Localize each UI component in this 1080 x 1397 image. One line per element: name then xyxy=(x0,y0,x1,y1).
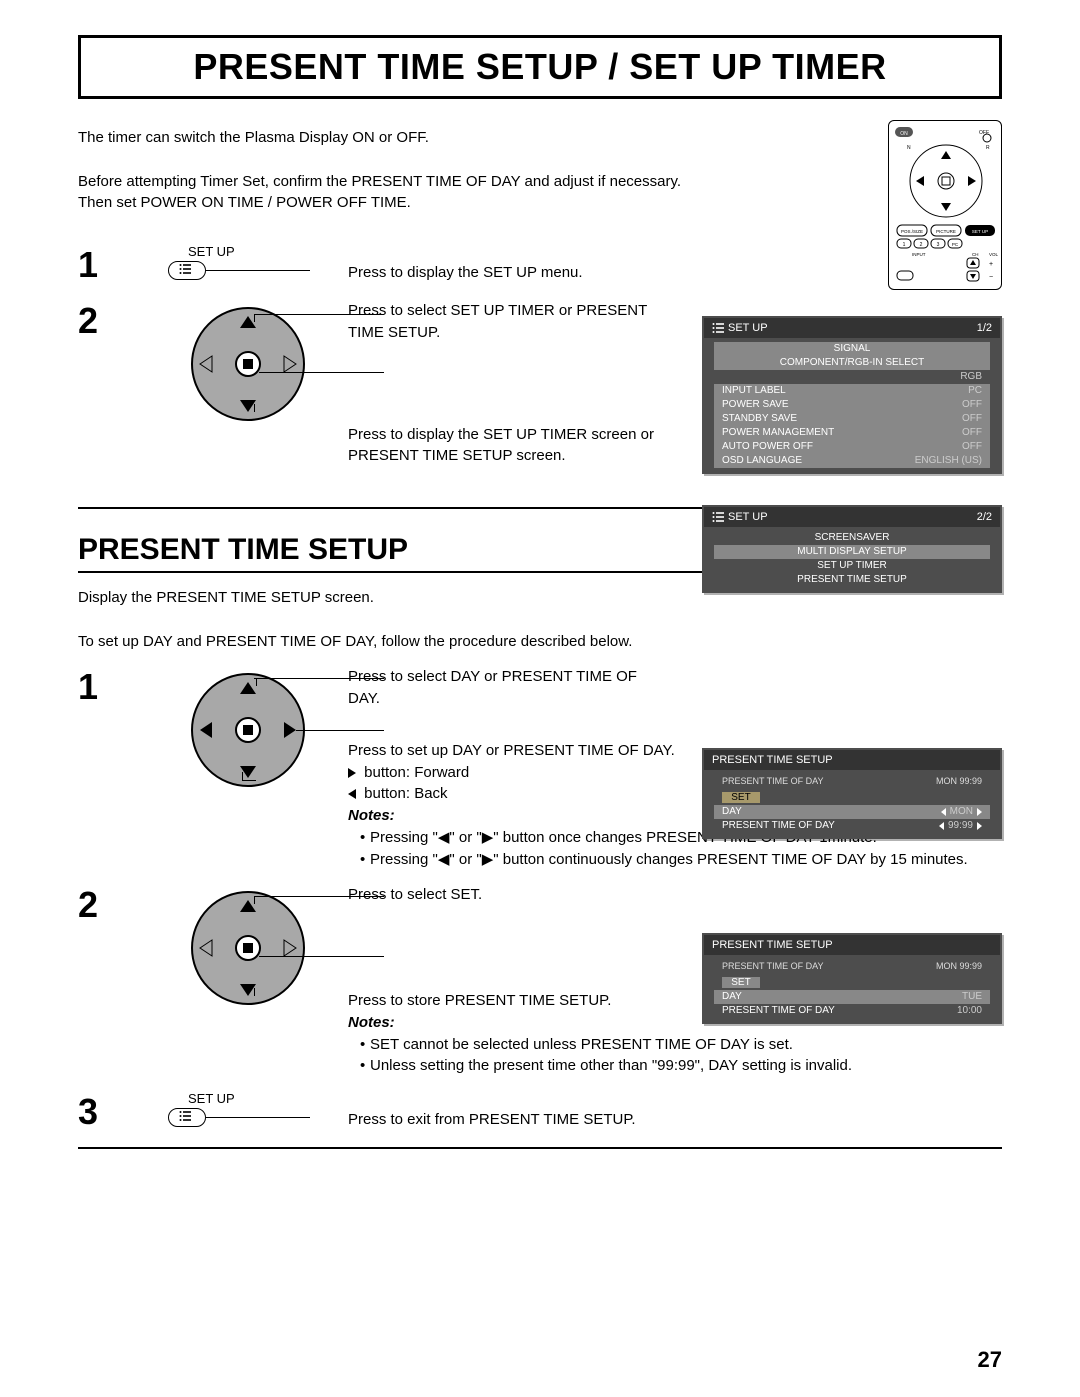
step-1-button-label: SET UP xyxy=(188,244,235,259)
setup-button-icon xyxy=(168,261,206,280)
svg-text:PICTURE: PICTURE xyxy=(936,229,956,234)
osd-row: SIGNAL xyxy=(714,342,990,356)
osd-row: PRESENT TIME OF DAY99:99 xyxy=(704,819,1000,833)
svg-text:SET UP: SET UP xyxy=(972,229,988,234)
osd2-page: 2/2 xyxy=(977,511,992,523)
osd-row: POWER MANAGEMENTOFF xyxy=(714,426,990,440)
svg-text:CH: CH xyxy=(972,252,979,257)
osd4-title: PRESENT TIME SETUP xyxy=(712,939,833,951)
page-number: 27 xyxy=(978,1347,1002,1373)
osd1-page: 1/2 xyxy=(977,322,992,334)
svg-text:−: − xyxy=(989,274,993,281)
step-1: 1 SET UP Press to display the SET UP men… xyxy=(78,244,1002,286)
osd-row: OSD LANGUAGEENGLISH (US) xyxy=(714,454,990,468)
dpad-icon xyxy=(184,300,312,428)
osd-row: POWER SAVEOFF xyxy=(714,398,990,412)
dpad-icon xyxy=(184,884,312,1012)
page-title-box: PRESENT TIME SETUP / SET UP TIMER xyxy=(78,35,1002,99)
osd-row: DAYMON xyxy=(714,805,990,819)
setup-button-icon xyxy=(168,1108,206,1127)
page-title: PRESENT TIME SETUP / SET UP TIMER xyxy=(95,46,985,88)
svg-text:INPUT: INPUT xyxy=(912,252,926,257)
osd-row: AUTO POWER OFFOFF xyxy=(714,440,990,454)
osd-row: DAYTUE xyxy=(714,990,990,1004)
svg-text:3: 3 xyxy=(937,242,940,248)
osd-setup-page-1: SET UP 1/2 SIGNALCOMPONENT/RGB-IN SELECT… xyxy=(702,316,1002,474)
step-2-desc: Press to select SET UP TIMER or PRESENT … xyxy=(348,300,668,467)
divider-bottom xyxy=(78,1147,1002,1149)
svg-text:VOL: VOL xyxy=(989,252,999,257)
osd4-set: SET xyxy=(722,977,760,988)
osd-setup-page-2: SET UP 2/2 SCREENSAVERMULTI DISPLAY SETU… xyxy=(702,505,1002,593)
s2-step3-button-label: SET UP xyxy=(188,1091,235,1106)
svg-text:+: + xyxy=(989,261,993,268)
s2-step3-number: 3 xyxy=(78,1091,148,1133)
osd3-set: SET xyxy=(722,792,760,803)
remote-illustration: ON OFF N R POS./SIZE PICTURE SET UP 1 2 … xyxy=(888,120,1002,290)
s2-step1-number: 1 xyxy=(78,666,148,708)
osd1-title: SET UP xyxy=(728,322,768,334)
s2-step2-number: 2 xyxy=(78,884,148,926)
osd3-title: PRESENT TIME SETUP xyxy=(712,754,833,766)
step-2-number: 2 xyxy=(78,300,148,342)
osd-present-time-2: PRESENT TIME SETUP PRESENT TIME OF DAYMO… xyxy=(702,933,1002,1024)
intro-text: The timer can switch the Plasma Display … xyxy=(78,127,738,214)
forward-arrow-icon xyxy=(348,768,356,778)
osd-row: INPUT LABELPC xyxy=(714,384,990,398)
osd-row: MULTI DISPLAY SETUP xyxy=(714,545,990,559)
s2-step-3: 3 SET UP Press to exit from PRESENT TIME… xyxy=(78,1091,1002,1133)
svg-text:POS./SIZE: POS./SIZE xyxy=(901,229,923,234)
s2-step3-desc: Press to exit from PRESENT TIME SETUP. xyxy=(348,1109,1002,1131)
svg-text:1: 1 xyxy=(903,242,906,248)
back-arrow-icon xyxy=(348,789,356,799)
osd2-title: SET UP xyxy=(728,511,768,523)
svg-text:R: R xyxy=(986,145,990,151)
dpad-icon xyxy=(184,666,312,794)
svg-text:PC: PC xyxy=(952,242,959,247)
osd-row: RGB xyxy=(704,370,1000,384)
svg-text:N: N xyxy=(907,145,911,151)
section2-intro: Display the PRESENT TIME SETUP screen. T… xyxy=(78,587,978,652)
osd-row: SET UP TIMER xyxy=(704,559,1000,573)
osd-row: COMPONENT/RGB-IN SELECT xyxy=(714,356,990,370)
osd-row: PRESENT TIME OF DAY10:00 xyxy=(704,1004,1000,1018)
osd-present-time-1: PRESENT TIME SETUP PRESENT TIME OF DAYMO… xyxy=(702,748,1002,839)
s2-step2-notes: SET cannot be selected unless PRESENT TI… xyxy=(348,1034,1002,1078)
osd-row: STANDBY SAVEOFF xyxy=(714,412,990,426)
step-1-number: 1 xyxy=(78,244,148,286)
svg-text:2: 2 xyxy=(920,242,923,248)
osd-row: PRESENT TIME SETUP xyxy=(704,573,1000,587)
svg-text:ON: ON xyxy=(900,131,908,137)
osd-row: SCREENSAVER xyxy=(704,531,1000,545)
